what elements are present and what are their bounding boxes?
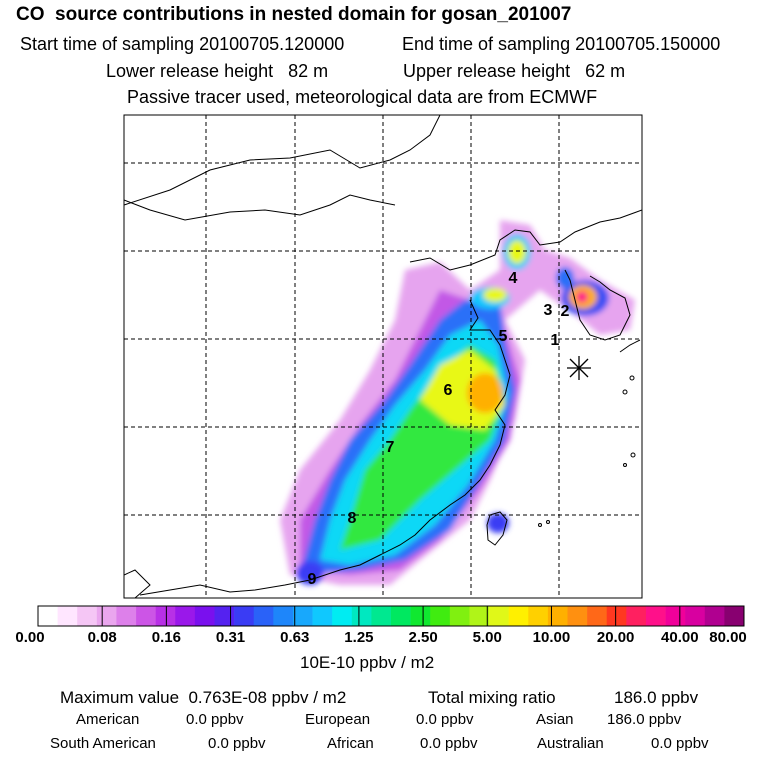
source-label-4: 4	[508, 270, 518, 287]
islands	[538, 375, 636, 527]
colorbar-cell	[234, 606, 255, 626]
colorbar-tick-label: 40.00	[661, 629, 699, 646]
colorbar-cell	[528, 606, 549, 626]
colorbar-cell	[312, 606, 333, 626]
colorbar-tick-label: 10.00	[532, 629, 571, 646]
colorbar-tick-label: 5.00	[472, 629, 502, 646]
source-label-3: 3	[543, 302, 553, 319]
colorbar-cell	[214, 606, 235, 626]
colorbar-cell	[685, 606, 706, 626]
coastlines	[124, 115, 642, 598]
colorbar-cell	[155, 606, 176, 626]
source-name-african: African	[327, 735, 374, 752]
colorbar-tick-label: 80.00	[709, 629, 747, 646]
colorbar-cell	[332, 606, 353, 626]
source-label-9: 9	[307, 571, 317, 588]
colorbar-cell	[57, 606, 78, 626]
colorbar-tick-label: 20.00	[596, 629, 635, 646]
colorbar-cell	[724, 606, 745, 626]
colorbar-cell	[116, 606, 137, 626]
colorbar-cell	[469, 606, 490, 626]
colorbar-tick-label: 0.31	[215, 629, 246, 646]
colorbar-tick-label: 1.25	[344, 629, 374, 646]
colorbar-cell	[665, 606, 686, 626]
receptor-star-icon	[567, 356, 591, 380]
map-border	[123, 114, 643, 599]
upper-release-height-label: Upper release height 62 m	[403, 61, 626, 81]
max-value-label: Maximum value 0.763E-08 ppbv / m2	[60, 688, 347, 707]
total-mixing-ratio-label: Total mixing ratio	[428, 688, 556, 707]
colorbar-cell	[136, 606, 156, 626]
lower-release-height-label: Lower release height 82 m	[106, 61, 329, 81]
source-label-2: 2	[560, 303, 570, 320]
colorbar-cell	[606, 606, 627, 626]
source-value-european: 0.0 ppbv	[416, 711, 474, 728]
source-label-8: 8	[347, 510, 357, 527]
colorbar-cell	[38, 606, 58, 626]
colorbar-cell	[391, 606, 411, 626]
colorbar-cell	[489, 606, 509, 626]
colorbar-cell	[351, 606, 372, 626]
colorbar-cell	[587, 606, 608, 626]
source-value-australian: 0.0 ppbv	[651, 735, 709, 752]
total-mixing-ratio-value: 186.0 ppbv	[614, 688, 699, 707]
colorbar-cell	[175, 606, 196, 626]
colorbar-tick-label: 0.16	[151, 629, 181, 646]
colorbar-units: 10E-10 ppbv / m2	[300, 653, 435, 672]
colorbar-cell	[567, 606, 588, 626]
start-time-label: Start time of sampling 20100705.120000	[20, 34, 345, 54]
source-label-5: 5	[498, 328, 508, 345]
colorbar-cell	[449, 606, 470, 626]
source-name-american: American	[76, 711, 140, 728]
colorbar-cell	[96, 606, 117, 626]
source-value-south-american: 0.0 ppbv	[208, 735, 266, 752]
contribution-field	[280, 220, 635, 585]
colorbar-cell	[194, 606, 215, 626]
graticule	[124, 115, 642, 598]
colorbar-tick-label: 2.50	[408, 629, 438, 646]
source-name-european: European	[305, 711, 371, 728]
plot-title: CO source contributions in nested domain…	[16, 4, 572, 25]
end-time-label: End time of sampling 20100705.150000	[402, 34, 721, 54]
tracer-note: Passive tracer used, meteorological data…	[127, 87, 598, 107]
source-label-7: 7	[385, 439, 395, 456]
source-label-6: 6	[443, 382, 453, 399]
colorbar-cell	[273, 606, 294, 626]
colorbar-cell	[430, 606, 451, 626]
colorbar-cell	[645, 606, 666, 626]
colorbar-cell	[547, 606, 568, 626]
source-label-1: 1	[550, 332, 560, 349]
source-value-asian: 186.0 ppbv	[607, 711, 682, 728]
colorbar-frame	[37, 605, 745, 627]
colorbar-cell	[626, 606, 647, 626]
colorbar-cell	[253, 606, 274, 626]
source-value-african: 0.0 ppbv	[420, 735, 478, 752]
source-name-asian: Asian	[536, 711, 574, 728]
colorbar-cell	[410, 606, 431, 626]
colorbar-cell	[508, 606, 529, 626]
colorbar-cell	[704, 606, 725, 626]
colorbar-cell	[371, 606, 392, 626]
colorbar-tick-label: 0.00	[15, 629, 45, 646]
colorbar-cell	[292, 606, 313, 626]
colorbar-tick-label: 0.08	[87, 629, 117, 646]
source-name-australian: Australian	[537, 735, 604, 752]
colorbar-tick-label: 0.63	[280, 629, 310, 646]
source-name-south-american: South American	[50, 735, 156, 752]
colorbar-cell	[77, 606, 98, 626]
source-value-american: 0.0 ppbv	[186, 711, 244, 728]
